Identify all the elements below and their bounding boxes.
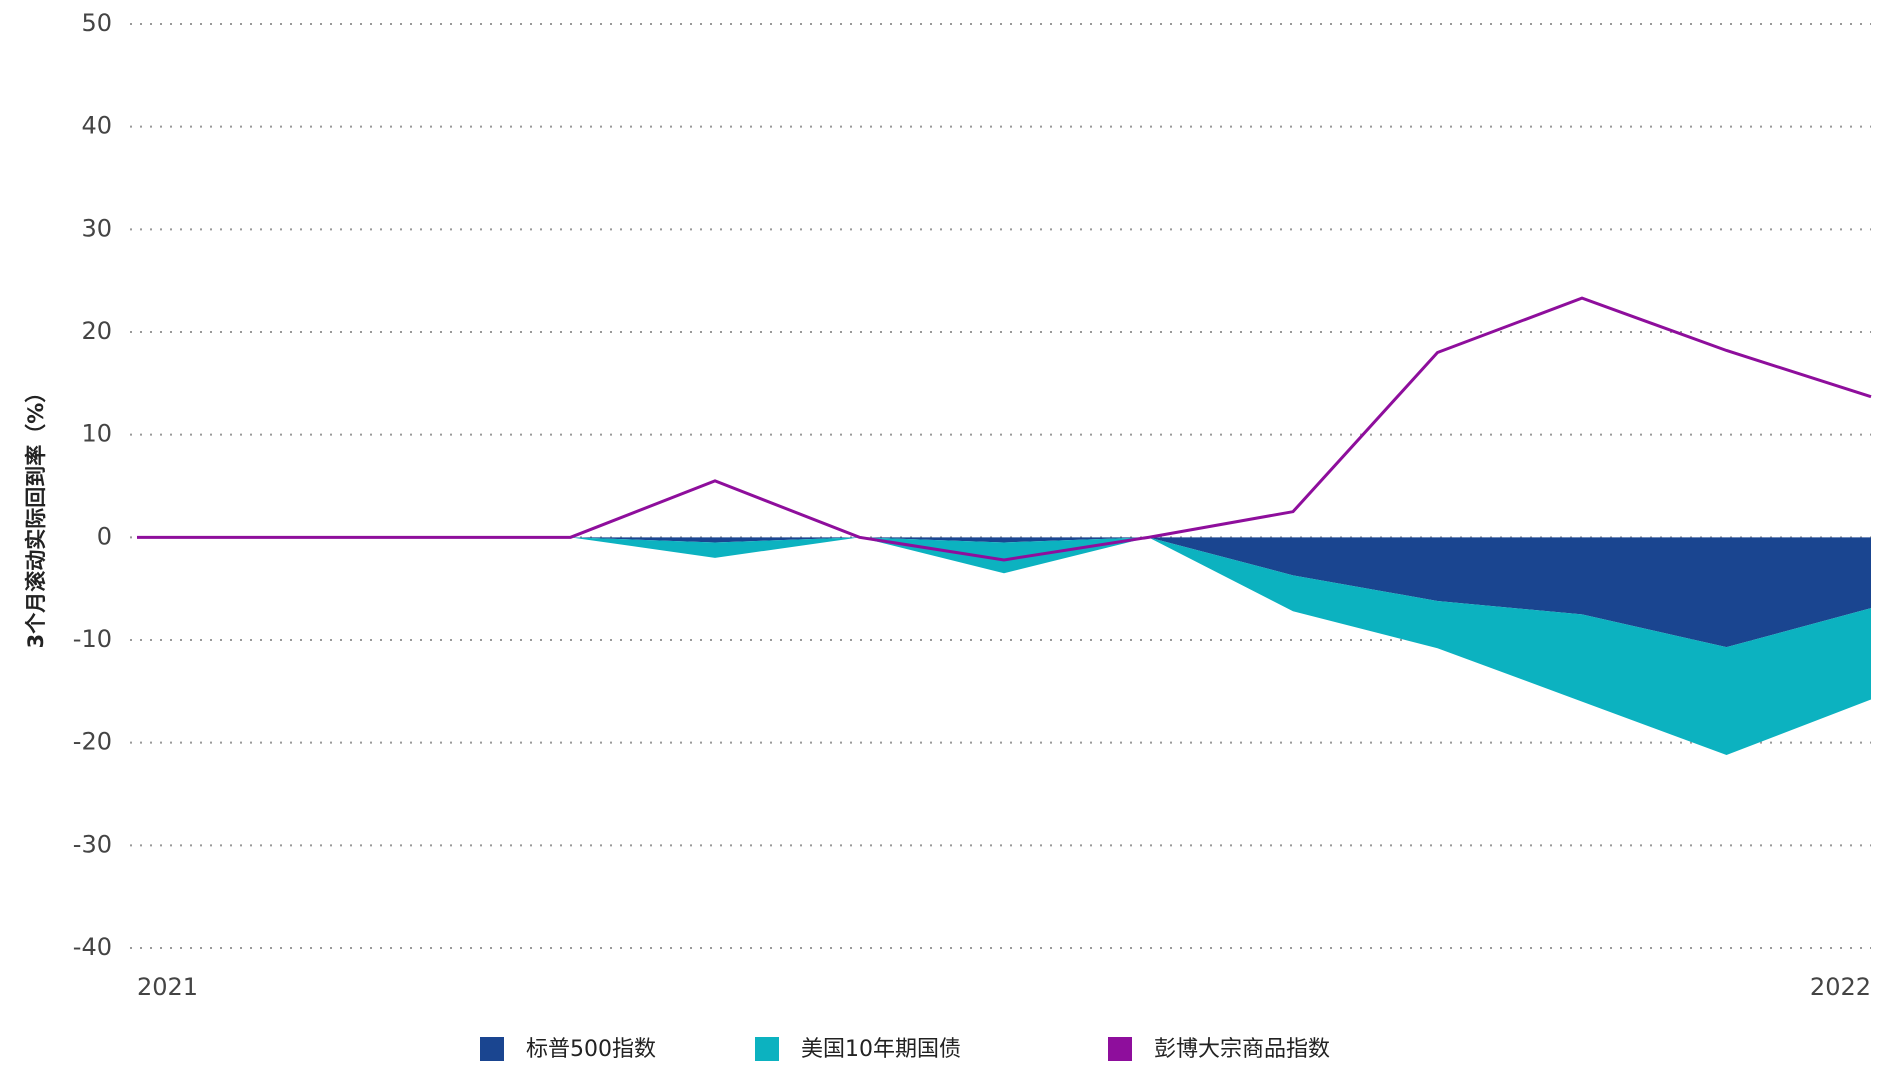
y-tick-label: 20: [81, 317, 112, 345]
legend-label: 标普500指数: [526, 1037, 656, 1062]
y-axis-title: 3个月滚动实际回到率（%）: [24, 382, 48, 649]
x-tick-label: 2022: [1810, 973, 1871, 1001]
legend-label: 美国10年期国债: [801, 1037, 961, 1062]
area: [137, 537, 1871, 648]
y-tick-label: 30: [81, 214, 112, 242]
y-tick-label: 50: [81, 9, 112, 37]
y-tick-label: -40: [73, 933, 112, 961]
y-tick-label: -10: [73, 625, 112, 653]
y-tick-label: -20: [73, 728, 112, 756]
x-tick-label: 2021: [137, 973, 198, 1001]
y-tick-label: -30: [73, 830, 112, 858]
legend-swatch: [755, 1037, 779, 1061]
y-tick-label: 10: [81, 420, 112, 448]
area: [137, 537, 1871, 755]
legend-label: 彭博大宗商品指数: [1154, 1037, 1330, 1062]
y-tick-label: 40: [81, 112, 112, 140]
legend-swatch: [480, 1037, 504, 1061]
legend-swatch: [1108, 1037, 1132, 1061]
y-tick-label: 0: [97, 522, 112, 550]
line: [137, 296, 1872, 562]
